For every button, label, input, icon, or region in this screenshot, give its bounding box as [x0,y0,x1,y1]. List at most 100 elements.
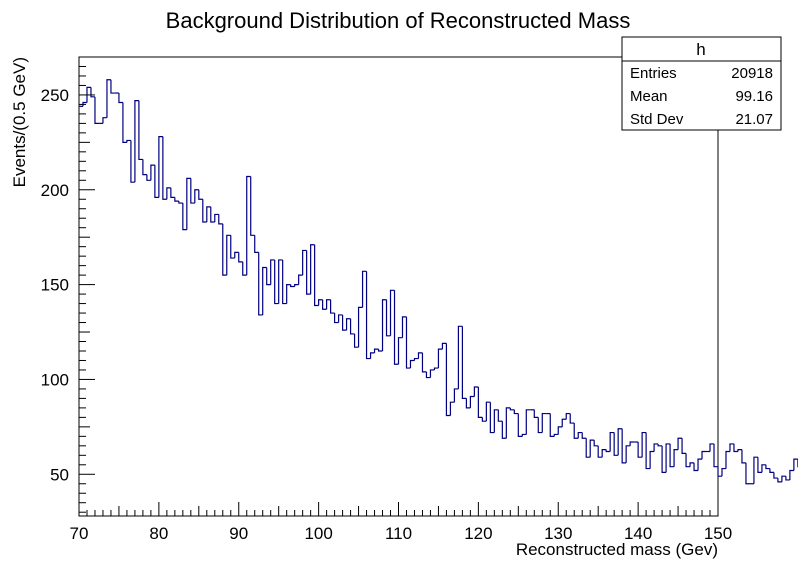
histogram-bin [505,407,511,439]
histogram-bin [733,443,738,453]
histogram-bin [657,443,663,447]
histogram-bin [353,333,359,348]
histogram-bin [334,313,339,324]
stats-mean-value: 99.16 [735,88,773,105]
histogram-bin [306,250,311,295]
histogram-bin [250,176,255,236]
histogram-bin [525,409,531,435]
histogram-bin [469,395,475,408]
y-tick-label: 200 [41,181,69,200]
histogram-bin [246,175,251,276]
y-tick-label: 50 [50,465,69,484]
stats-stddev-label: Std Dev [630,111,684,128]
chart-title: Background Distribution of Reconstructed… [166,8,631,33]
histogram-bin [601,449,607,458]
histogram-bin [773,472,778,479]
histogram-bin [629,441,635,446]
histogram-bin [322,299,327,310]
histogram-bin [222,223,227,276]
histogram-bin [501,421,507,439]
histogram-bin [214,213,219,223]
histogram-bin [641,431,647,458]
histogram-bin [589,439,595,458]
x-axis-label: Reconstructed mass (Gev) [516,540,718,559]
histogram-bin [597,445,603,458]
histogram-bin [573,423,579,439]
histogram-bin [349,318,355,335]
histogram-bin [689,462,695,467]
x-tick-label: 140 [624,524,652,543]
histogram-bin [397,337,403,365]
histogram-bin [254,235,259,253]
histogram-bin [553,433,559,437]
histogram-bin [533,409,539,418]
x-tick-label: 80 [149,524,168,543]
y-axis: 50 100 150 200 250 [41,65,95,513]
histogram-bin [777,478,782,483]
histogram-bin [721,467,726,477]
histogram-bin [453,388,459,403]
histogram-bin [497,409,503,422]
histogram-bin [781,475,786,482]
histogram-bin [541,412,547,433]
histogram-bin [433,367,439,370]
histogram-bin [577,431,583,439]
histogram-bin [318,299,323,306]
histogram-bin [142,159,147,176]
histogram-bin [449,401,455,416]
histogram-bin [226,234,231,276]
x-tick-label: 70 [70,524,89,543]
histogram-bin [158,136,163,198]
histogram-bin [102,117,107,124]
stats-stddev-value: 21.07 [735,111,773,128]
x-tick-label: 130 [544,524,572,543]
histogram-bin [637,442,643,458]
histogram-bin [585,438,591,458]
histogram-bin [793,458,798,471]
histogram-bin [266,267,271,286]
histogram-bin [258,252,263,316]
histogram-bin [345,318,351,331]
histogram-bin [421,352,427,373]
histogram-bin [753,456,758,484]
histogram-bin [757,457,762,473]
histogram-bin [673,449,679,467]
histogram-bin [282,259,287,305]
histogram-bin [238,252,243,263]
histogram-bin [357,306,363,348]
histogram-bin [174,197,179,202]
histogram-bin [218,214,223,225]
histogram-bin [569,413,575,424]
histogram-bin [737,449,742,452]
histogram-bin [118,93,123,104]
histogram-bin [186,177,191,230]
histogram-bin [717,466,722,477]
histogram-bin [473,386,479,397]
histogram-bin [405,316,411,369]
histogram-bin [330,299,335,314]
histogram-series [79,79,798,485]
histogram-bin [481,417,487,422]
x-axis: 70 80 90 100 110 120 130 140 150 [70,502,732,543]
histogram-bin [302,249,307,276]
histogram-bin [361,270,367,308]
histogram-bin [206,206,211,223]
histogram-bin [198,189,203,200]
histogram-bin [465,398,471,409]
histogram-bin [409,359,415,369]
histogram-bin [393,290,399,365]
stats-box: h Entries 20918 Mean 99.16 Std Dev 21.07 [621,36,782,131]
histogram-bin [162,136,167,200]
histogram-bin [593,440,599,447]
histogram-bin [190,178,195,204]
histogram-bin [90,87,95,98]
histogram-bin [685,453,691,468]
histogram-bin [761,464,766,473]
histogram-bin [709,443,715,452]
histogram-bin [669,443,675,468]
histogram-bin [413,357,419,361]
histogram-bin [445,343,451,417]
histogram-bin [729,443,734,452]
histogram-bin [290,284,295,288]
